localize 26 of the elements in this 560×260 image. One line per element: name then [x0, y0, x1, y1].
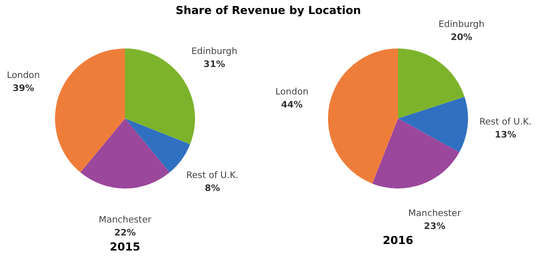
slice-label: Manchester [98, 216, 152, 226]
pie-slice [398, 48, 465, 118]
pie-slice [328, 48, 398, 184]
data-label: 8% [204, 184, 220, 194]
pie-slice [125, 118, 190, 172]
slice-label: Edinburgh [438, 20, 484, 30]
text: 2015 [110, 240, 140, 254]
slice-label: London [6, 70, 40, 81]
data-label: 23% [424, 222, 446, 232]
data-label: 44% [281, 100, 303, 110]
text: 2016 [382, 234, 414, 248]
slice-label: Manchester [408, 209, 462, 220]
data-label: 39% [12, 84, 34, 94]
pie-slice [372, 118, 460, 188]
data-label: 22% [114, 228, 136, 238]
pie-slice [55, 48, 125, 172]
data-label: 13% [494, 130, 516, 141]
text: Share of Revenue by Location [176, 4, 362, 18]
slice-label: Rest of U.K. [479, 118, 532, 128]
pie-slice [398, 96, 468, 152]
slice-label: Rest of U.K. [186, 170, 238, 181]
data-label: 31% [204, 60, 226, 70]
slice-label: London [275, 87, 308, 98]
data-label: 20% [450, 33, 472, 44]
pie-slice [80, 118, 170, 188]
slice-label: Edinburgh [191, 46, 238, 57]
